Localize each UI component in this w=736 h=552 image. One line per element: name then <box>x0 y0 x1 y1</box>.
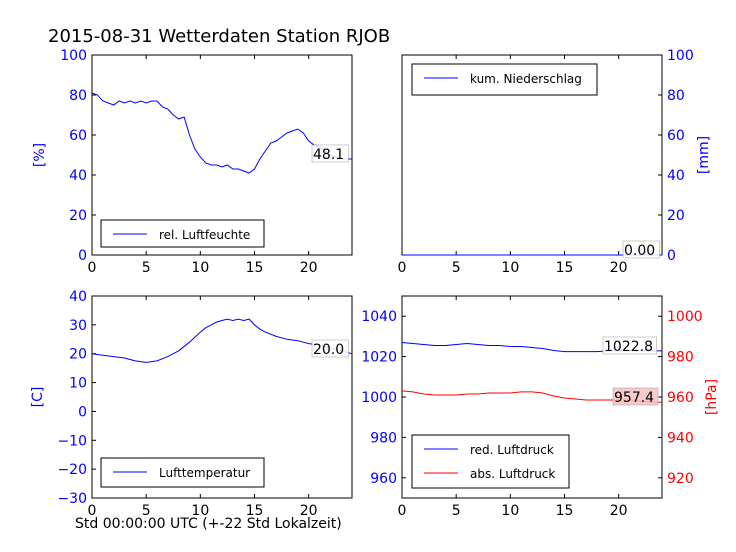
x-tick-label: 5 <box>452 260 461 276</box>
y-tick-label-right: 60 <box>667 128 685 144</box>
panel-1 <box>91 54 353 256</box>
panel-3 <box>91 295 353 499</box>
x-tick-label: 0 <box>398 503 407 519</box>
x-tick-label: 10 <box>191 503 209 519</box>
legend-label: Lufttemperatur <box>159 466 250 480</box>
panel-4 <box>401 295 663 499</box>
y-tick-label: 10 <box>69 376 87 392</box>
x-tick-label: 20 <box>300 260 318 276</box>
x-tick-label: 5 <box>142 503 151 519</box>
x-tick-label: 5 <box>452 503 461 519</box>
x-tick-label: 20 <box>610 503 628 519</box>
annotation-value: 48.1 <box>313 147 344 163</box>
y-axis-label: [hPa] <box>704 379 720 415</box>
annotation-value: 20.0 <box>313 342 344 358</box>
x-tick-label: 15 <box>246 260 264 276</box>
panel-2 <box>401 54 663 259</box>
y-axis-label: [mm] <box>696 136 712 174</box>
x-tick-label: 0 <box>88 503 97 519</box>
y-axis-label: [%] <box>32 143 48 167</box>
y-tick-label: 40 <box>69 289 87 305</box>
y-tick-label: 980 <box>370 430 397 446</box>
series-line-1 <box>91 318 353 363</box>
legend-label: red. Luftdruck <box>470 443 554 457</box>
x-tick-label: 5 <box>142 260 151 276</box>
x-tick-label: 10 <box>501 503 519 519</box>
annotation-box <box>602 336 657 355</box>
y-tick-label-right: 100 <box>667 48 694 64</box>
y-tick-label: 20 <box>69 208 87 224</box>
y-tick-label: 0 <box>78 248 87 264</box>
x-axis-label: Std 00:00:00 UTC (+-22 Std Lokalzeit) <box>75 516 342 532</box>
y-tick-label-right: 0 <box>667 248 676 264</box>
x-tick-label: 15 <box>556 503 574 519</box>
x-tick-label: 15 <box>556 260 574 276</box>
y-tick-label: 0 <box>78 404 87 420</box>
y-tick-label: 80 <box>69 88 87 104</box>
x-tick-label: 15 <box>246 503 264 519</box>
legend-box <box>411 434 570 489</box>
y-axis-label: [C] <box>30 387 46 408</box>
y-tick-label-right: 960 <box>667 390 694 406</box>
annotation-value: 1022.8 <box>604 339 653 355</box>
x-tick-label: 0 <box>88 260 97 276</box>
y-tick-label: −10 <box>57 433 87 449</box>
y-tick-label: −30 <box>57 491 87 507</box>
legend-box <box>411 63 598 96</box>
annotation-box <box>311 144 349 163</box>
figure-title: 2015-08-31 Wetterdaten Station RJOB <box>48 26 391 47</box>
legend-label: kum. Niederschlag <box>470 72 582 86</box>
annotation-box <box>622 240 660 259</box>
y-tick-label-right: 80 <box>667 88 685 104</box>
y-tick-label: 20 <box>69 347 87 363</box>
y-tick-label: 960 <box>370 471 397 487</box>
x-tick-label: 10 <box>191 260 209 276</box>
y-tick-label-right: 1000 <box>667 309 703 325</box>
x-tick-label: 20 <box>300 503 318 519</box>
x-tick-label: 0 <box>398 260 407 276</box>
y-tick-label: 40 <box>69 168 87 184</box>
series-line-1 <box>91 92 352 174</box>
y-tick-label: −20 <box>57 462 87 478</box>
legend-label: rel. Luftfeuchte <box>159 228 250 242</box>
y-tick-label: 60 <box>69 128 87 144</box>
y-tick-label: 1020 <box>361 350 397 366</box>
x-tick-label: 10 <box>501 260 519 276</box>
y-tick-label-right: 980 <box>667 350 694 366</box>
annotation-value: 0.00 <box>624 243 655 259</box>
y-tick-label-right: 940 <box>667 430 694 446</box>
x-tick-label: 20 <box>610 260 628 276</box>
legend-label: abs. Luftdruck <box>470 467 555 481</box>
y-tick-label: 100 <box>60 48 87 64</box>
y-tick-label: 30 <box>69 318 87 334</box>
y-tick-label: 1040 <box>361 309 397 325</box>
annotation-box <box>311 339 349 358</box>
y-tick-label-right: 20 <box>667 208 685 224</box>
annotation-box <box>612 387 659 406</box>
y-tick-label: 1000 <box>361 390 397 406</box>
y-tick-label-right: 920 <box>667 471 694 487</box>
y-tick-label-right: 40 <box>667 168 685 184</box>
annotation-value: 957.4 <box>614 390 654 406</box>
